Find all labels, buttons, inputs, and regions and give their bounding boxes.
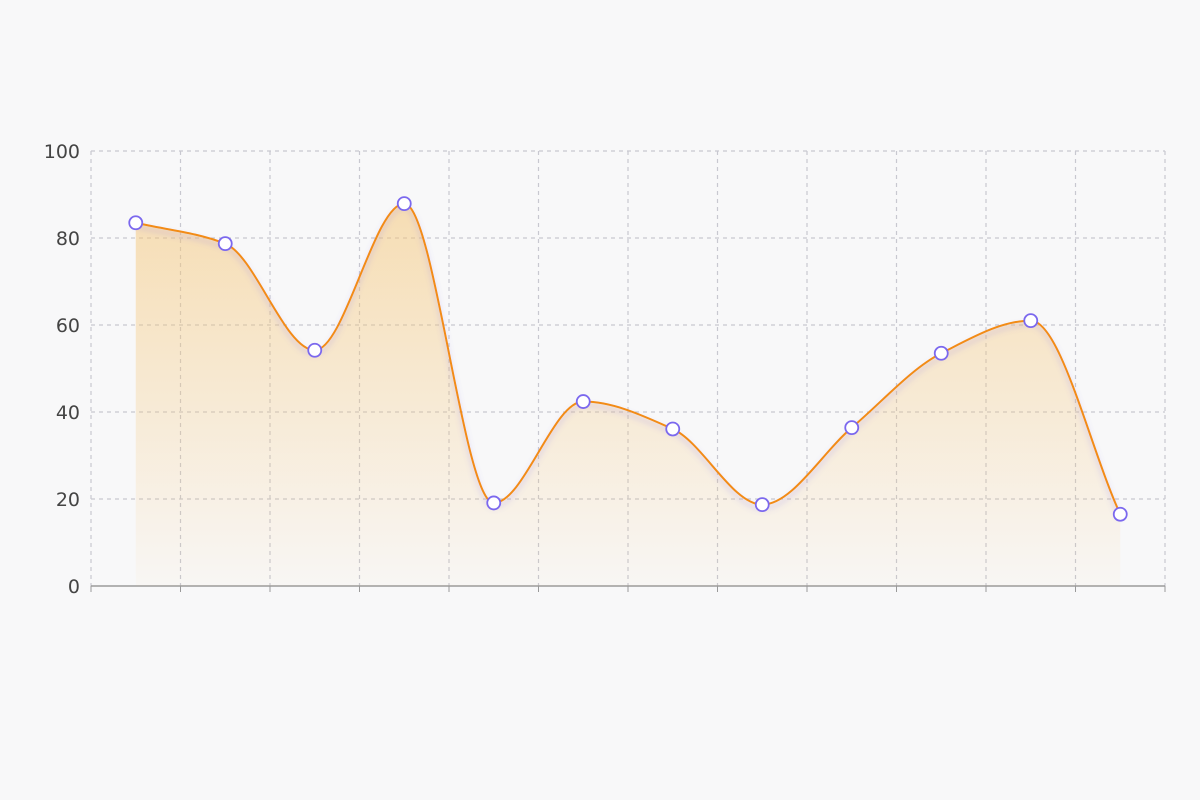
- data-point: [844, 420, 860, 436]
- area-layer: [135, 203, 1121, 586]
- data-point: [128, 215, 144, 231]
- y-tick-label: 20: [56, 489, 80, 511]
- data-point: [307, 342, 323, 358]
- data-point: [665, 421, 681, 437]
- data-point: [396, 196, 412, 212]
- data-point: [1023, 313, 1039, 329]
- area-fill: [135, 203, 1121, 586]
- data-point: [1112, 506, 1128, 522]
- data-point: [217, 236, 233, 252]
- data-point: [754, 497, 770, 513]
- data-point: [486, 495, 502, 511]
- data-point: [933, 345, 949, 361]
- y-tick-label: 100: [44, 141, 80, 163]
- y-tick-label: 80: [56, 228, 80, 250]
- y-tick-label: 40: [56, 402, 80, 424]
- data-points: [128, 196, 1128, 522]
- y-tick-label: 60: [56, 315, 80, 337]
- y-tick-label: 0: [68, 576, 80, 598]
- data-point: [575, 394, 591, 409]
